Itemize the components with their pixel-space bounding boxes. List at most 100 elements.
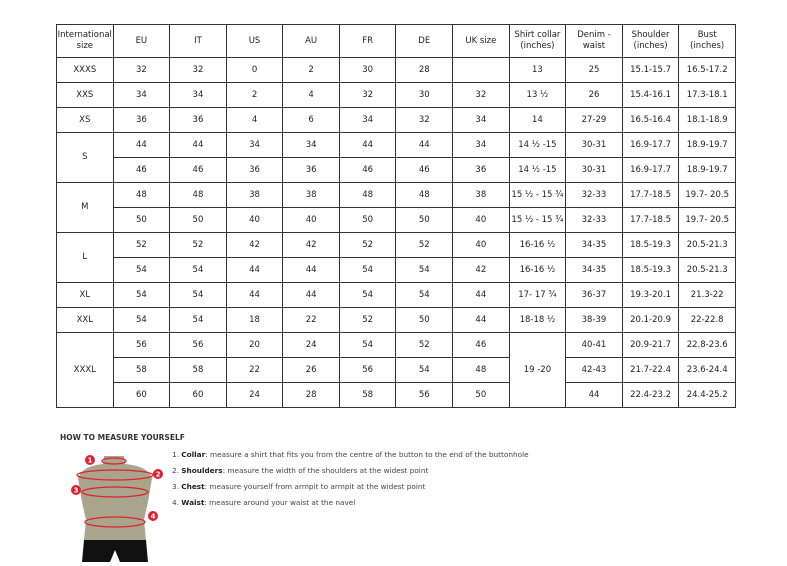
column-header: Bust (inches) xyxy=(678,24,736,58)
size-cell: XXXS xyxy=(56,57,114,83)
table-cell: 22 xyxy=(282,307,340,333)
table-cell: 17- 17 ¾ xyxy=(508,282,567,308)
table-cell: 24 xyxy=(282,332,340,358)
how-to-measure-title: HOW TO MEASURE YOURSELF xyxy=(60,433,185,442)
column-header: Denim - waist xyxy=(565,24,623,58)
table-cell: 32 xyxy=(452,82,510,108)
table-cell: 54 xyxy=(338,257,397,283)
table-cell: 34 xyxy=(452,107,510,133)
table-row: XL 54 54 44 44 54 54 44 17- 17 ¾ 36-37 19.3-20.1 21… xyxy=(56,282,736,308)
table-cell: 15.4-16.1 xyxy=(621,82,680,108)
table-cell: 42 xyxy=(282,232,340,258)
table-cell: 54 xyxy=(395,257,454,283)
table-cell: 34-35 xyxy=(565,257,623,283)
table-cell: 2 xyxy=(282,57,340,83)
table-cell: 27-29 xyxy=(565,107,623,133)
table-cell: 13 xyxy=(508,57,567,83)
step-shoulders: 2. Shoulders: measure the width of the s… xyxy=(172,466,429,475)
table-cell: 42-43 xyxy=(565,357,623,383)
table-cell: 19.7- 20.5 xyxy=(678,207,736,233)
table-cell: 38 xyxy=(452,182,510,208)
table-cell: 44 xyxy=(395,132,454,158)
table-cell: 48 xyxy=(112,182,171,208)
table-cell: 38 xyxy=(225,182,284,208)
table-cell: 22.4-23.2 xyxy=(621,382,680,408)
table-cell: 44 xyxy=(225,257,284,283)
torso-measurement-illustration: 1 2 3 4 xyxy=(71,455,163,562)
marker-3-label: 3 xyxy=(74,487,79,495)
table-cell: 2 xyxy=(225,82,284,108)
column-header: AU xyxy=(282,24,340,58)
table-cell: 15 ½ - 15 ¾ xyxy=(508,182,567,208)
table-cell: 25 xyxy=(565,57,623,83)
size-cell: XS xyxy=(56,107,114,133)
table-cell: 22.8-23.6 xyxy=(678,332,736,358)
table-cell: 4 xyxy=(282,82,340,108)
table-cell: 6 xyxy=(282,107,340,133)
table-row: XXL 54 54 18 22 52 50 44 18-18 ½ 38-39 20.1-20.9 22… xyxy=(56,307,736,333)
table-cell: 32-33 xyxy=(565,207,623,233)
table-cell: 48 xyxy=(395,182,454,208)
marker-1-label: 1 xyxy=(88,457,93,465)
table-cell: 44 xyxy=(452,307,510,333)
table-cell: 38-39 xyxy=(565,307,623,333)
table-cell: 56 xyxy=(169,332,227,358)
table-row: XXXL 56 56 20 24 54 52 46 19 -20 40-41 20.9-21.7 22… xyxy=(56,332,736,408)
table-cell: 16.5-17.2 xyxy=(678,57,736,83)
table-cell: 32 xyxy=(112,57,171,83)
column-header: Shoulder (inches) xyxy=(621,24,680,58)
table-cell: 28 xyxy=(395,57,454,83)
table-cell: 52 xyxy=(395,232,454,258)
table-cell: 18-18 ½ xyxy=(508,307,567,333)
table-cell: 22 xyxy=(225,357,284,383)
table-cell: 18.1-18.9 xyxy=(678,107,736,133)
table-cell: 56 xyxy=(395,382,454,408)
size-cell: L xyxy=(56,232,114,283)
table-row: XXS 34 34 2 4 32 30 32 13 ½ 26 15.4-16.1 17.3-18.1 xyxy=(56,82,736,108)
column-header: US xyxy=(225,24,284,58)
table-cell: 14 ½ -15 xyxy=(508,132,567,158)
table-cell: 54 xyxy=(338,332,397,358)
column-header: UK size xyxy=(452,24,510,58)
table-cell: 46 xyxy=(452,332,510,358)
table-cell: 34 xyxy=(338,107,397,133)
table-row: M 48 48 38 38 48 48 38 15 ½ - 15 ¾ 32-33 17.7-18.5… xyxy=(56,182,736,233)
table-cell: 17.7-18.5 xyxy=(621,182,680,208)
table-cell: 46 xyxy=(169,157,227,183)
table-cell: 36 xyxy=(169,107,227,133)
table-cell: 20.5-21.3 xyxy=(678,257,736,283)
table-cell: 16-16 ½ xyxy=(508,257,567,283)
table-cell: 23.6-24.4 xyxy=(678,357,736,383)
table-cell: 48 xyxy=(452,357,510,383)
table-cell: 40 xyxy=(225,207,284,233)
table-cell: 38 xyxy=(282,182,340,208)
table-cell: 17.7-18.5 xyxy=(621,207,680,233)
table-cell: 50 xyxy=(395,307,454,333)
table-cell: 21.3-22 xyxy=(678,282,736,308)
step-collar: 1. Collar: measure a shirt that fits you… xyxy=(172,450,529,459)
table-cell: 44 xyxy=(112,132,171,158)
header-row: International size EU IT US AU FR DE UK size Shi… xyxy=(56,24,736,58)
column-header: International size xyxy=(56,24,114,58)
table-cell: 0 xyxy=(225,57,284,83)
table-cell: 56 xyxy=(338,357,397,383)
table-cell: 34 xyxy=(112,82,171,108)
table-cell: 34 xyxy=(169,82,227,108)
marker-4-icon xyxy=(148,511,158,521)
column-header: IT xyxy=(169,24,227,58)
table-cell: 52 xyxy=(112,232,171,258)
table-cell: 16.5-16.4 xyxy=(621,107,680,133)
size-chart-table: International size EU IT US AU FR DE UK size Shi… xyxy=(56,24,736,408)
table-cell: 20.9-21.7 xyxy=(621,332,680,358)
table-cell: 32 xyxy=(338,82,397,108)
table-cell: 50 xyxy=(395,207,454,233)
marker-3-icon xyxy=(71,485,81,495)
table-cell: 16.9-17.7 xyxy=(621,157,680,183)
table-row: L 52 52 42 42 52 52 40 16-16 ½ 34-35 18.5-19.3 20.5… xyxy=(56,232,736,283)
table-cell: 30-31 xyxy=(565,132,623,158)
table-cell: 54 xyxy=(169,282,227,308)
table-cell: 52 xyxy=(338,307,397,333)
table-cell: 54 xyxy=(338,282,397,308)
table-cell: 18.5-19.3 xyxy=(621,257,680,283)
table-cell: 48 xyxy=(338,182,397,208)
